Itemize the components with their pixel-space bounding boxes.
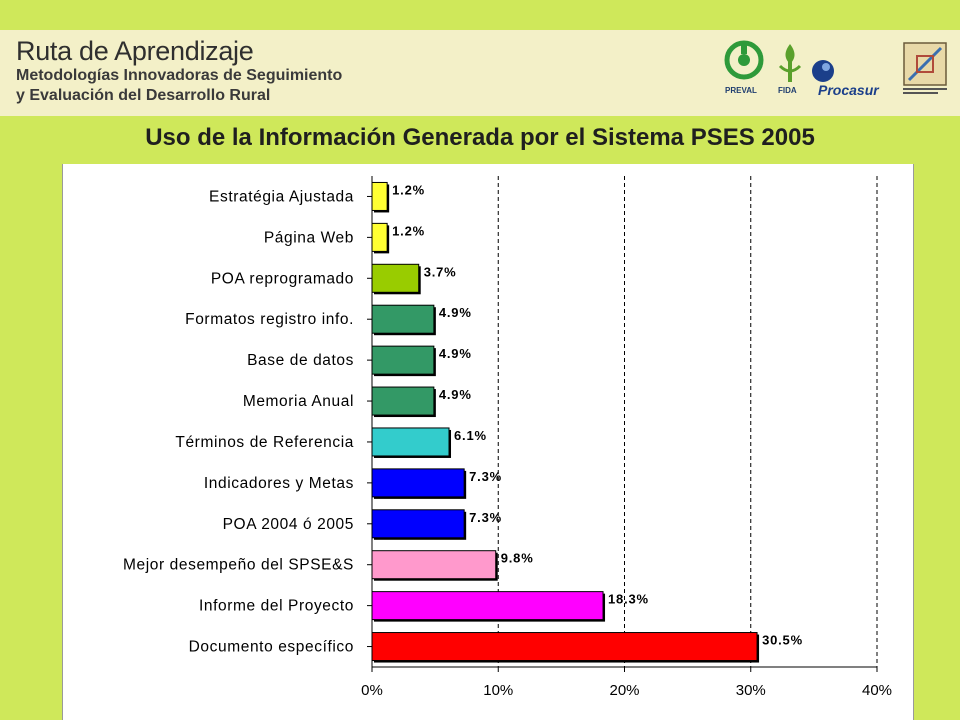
category-label: Base de datos	[247, 352, 354, 369]
category-label: POA reprogramado	[211, 270, 354, 287]
category-label: Formatos registro info.	[185, 311, 354, 328]
bar	[371, 509, 465, 539]
data-label: 9.8%	[501, 551, 534, 566]
category-label: Página Web	[264, 229, 354, 246]
bar	[371, 222, 388, 252]
x-tick-label: 40%	[862, 682, 892, 699]
category-label: Estratégia Ajustada	[209, 188, 354, 205]
data-label: 7.3%	[469, 510, 502, 525]
header-panel	[0, 30, 960, 116]
bar	[371, 550, 497, 580]
category-label: Términos de Referencia	[175, 434, 354, 451]
data-label: 1.2%	[392, 182, 425, 197]
category-label: Memoria Anual	[243, 393, 354, 410]
data-label: 18.3%	[608, 592, 649, 607]
category-label: Mejor desempeño del SPSE&S	[123, 557, 354, 574]
data-label: 3.7%	[424, 264, 457, 279]
procasur-wordmark: Procasur	[818, 82, 879, 98]
data-label: 7.3%	[469, 469, 502, 484]
corredor-logo	[903, 42, 947, 86]
procasur-logo	[812, 60, 834, 82]
bar	[371, 345, 435, 375]
data-label: 30.5%	[762, 633, 803, 648]
category-label: Indicadores y Metas	[204, 475, 354, 492]
bar	[371, 386, 435, 416]
brand-subtitle-line2: y Evaluación del Desarrollo Rural	[16, 87, 271, 104]
preval-caption: PREVAL	[725, 86, 757, 95]
corredor-caption-mark	[903, 88, 947, 96]
brand-subtitle-line1: Metodologías Innovadoras de Seguimiento	[16, 67, 343, 84]
bar	[371, 304, 435, 334]
fida-caption: FIDA	[778, 86, 797, 95]
chart-frame	[62, 164, 914, 720]
chart-title: Uso de la Información Generada por el Si…	[145, 124, 815, 151]
data-label: 4.9%	[439, 305, 472, 320]
logo-strip: PREVAL FIDA Procasur	[720, 40, 958, 100]
x-tick-label: 0%	[361, 682, 383, 699]
data-label: 1.2%	[392, 223, 425, 238]
category-label: POA 2004 ó 2005	[223, 516, 354, 533]
bar	[371, 591, 604, 621]
data-label: 4.9%	[439, 387, 472, 402]
bar	[371, 632, 758, 662]
bar-chart: 0% 10% 20% 30% 40% Estratégia Ajustada 1.2% Pág…	[123, 176, 892, 699]
bar	[371, 468, 465, 498]
preval-logo	[724, 40, 764, 80]
category-label: Documento específico	[189, 639, 354, 656]
x-tick-label: 20%	[609, 682, 639, 699]
data-label: 4.9%	[439, 346, 472, 361]
bar	[371, 263, 420, 293]
bar	[371, 181, 388, 211]
fida-logo	[778, 44, 802, 82]
data-label: 6.1%	[454, 428, 487, 443]
brand-title: Ruta de Aprendizaje	[16, 36, 254, 66]
x-tick-label: 10%	[483, 682, 513, 699]
category-label: Informe del Proyecto	[199, 598, 354, 615]
x-tick-label: 30%	[736, 682, 766, 699]
bar	[371, 427, 450, 457]
